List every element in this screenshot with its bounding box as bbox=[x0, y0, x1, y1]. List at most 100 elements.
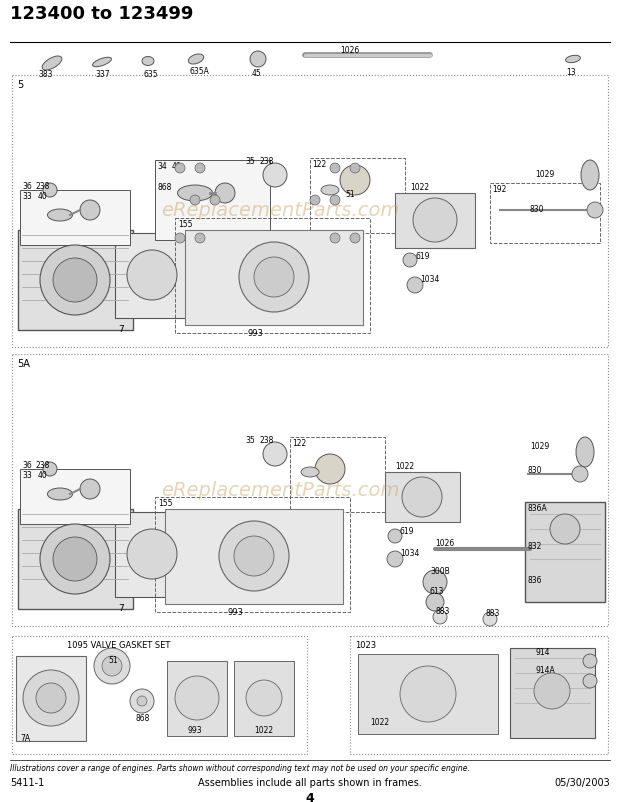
Circle shape bbox=[137, 696, 147, 706]
Text: 122: 122 bbox=[292, 439, 306, 448]
Bar bbox=[175, 218, 370, 333]
Circle shape bbox=[127, 529, 177, 579]
Circle shape bbox=[43, 183, 57, 197]
Bar bbox=[395, 193, 475, 248]
Ellipse shape bbox=[92, 57, 112, 67]
Text: 5411-1: 5411-1 bbox=[10, 778, 44, 788]
Text: 1026: 1026 bbox=[435, 539, 454, 548]
Text: 34: 34 bbox=[157, 162, 167, 171]
Text: 337: 337 bbox=[95, 70, 110, 79]
Circle shape bbox=[94, 648, 130, 684]
Text: 05/30/2003: 05/30/2003 bbox=[554, 778, 610, 788]
Text: 993: 993 bbox=[228, 608, 244, 617]
Ellipse shape bbox=[576, 437, 594, 467]
Text: 238: 238 bbox=[260, 436, 275, 445]
Text: Illustrations cover a range of engines. Parts shown without corresponding text m: Illustrations cover a range of engines. … bbox=[10, 764, 470, 773]
Circle shape bbox=[234, 536, 274, 576]
Ellipse shape bbox=[48, 488, 73, 500]
Bar bbox=[155, 160, 270, 240]
Circle shape bbox=[80, 479, 100, 499]
Circle shape bbox=[583, 654, 597, 668]
Text: 238: 238 bbox=[35, 461, 50, 470]
Circle shape bbox=[127, 250, 177, 300]
Text: 40: 40 bbox=[38, 471, 48, 480]
Text: 51: 51 bbox=[108, 656, 118, 665]
Text: 836: 836 bbox=[528, 576, 542, 585]
Text: 13: 13 bbox=[566, 68, 575, 77]
Circle shape bbox=[423, 570, 447, 594]
Text: 36: 36 bbox=[22, 182, 32, 191]
Ellipse shape bbox=[142, 56, 154, 66]
Bar bbox=[20, 190, 130, 245]
Text: 40: 40 bbox=[172, 162, 182, 171]
Bar bbox=[115, 233, 190, 318]
Bar bbox=[350, 636, 608, 754]
Text: Assemblies include all parts shown in frames.: Assemblies include all parts shown in fr… bbox=[198, 778, 422, 788]
Circle shape bbox=[53, 537, 97, 581]
Bar bbox=[16, 656, 86, 741]
Ellipse shape bbox=[321, 185, 339, 195]
Text: 1026: 1026 bbox=[340, 46, 359, 55]
Ellipse shape bbox=[301, 467, 319, 477]
Circle shape bbox=[587, 202, 603, 218]
Circle shape bbox=[53, 258, 97, 302]
Circle shape bbox=[572, 466, 588, 482]
Circle shape bbox=[215, 183, 235, 203]
Text: 155: 155 bbox=[178, 220, 192, 229]
Ellipse shape bbox=[177, 185, 213, 201]
Circle shape bbox=[175, 233, 185, 243]
Bar bbox=[167, 661, 227, 736]
Circle shape bbox=[315, 454, 345, 484]
Bar bbox=[185, 230, 363, 325]
Text: 5: 5 bbox=[17, 80, 24, 90]
Text: 914A: 914A bbox=[535, 666, 555, 675]
Text: 7: 7 bbox=[118, 325, 124, 334]
Text: 123400 to 123499: 123400 to 123499 bbox=[10, 5, 193, 23]
Text: 883: 883 bbox=[435, 607, 449, 616]
Text: 35: 35 bbox=[245, 436, 255, 445]
Bar bbox=[165, 509, 343, 604]
Circle shape bbox=[43, 462, 57, 476]
Ellipse shape bbox=[48, 209, 73, 221]
Circle shape bbox=[195, 233, 205, 243]
Ellipse shape bbox=[42, 56, 62, 70]
Bar bbox=[12, 354, 608, 626]
Circle shape bbox=[407, 277, 423, 293]
Circle shape bbox=[102, 656, 122, 676]
Text: 51: 51 bbox=[345, 190, 355, 199]
Circle shape bbox=[175, 676, 219, 720]
Circle shape bbox=[350, 163, 360, 173]
Text: 1034: 1034 bbox=[420, 275, 440, 284]
Text: 36: 36 bbox=[22, 461, 32, 470]
Text: 300B: 300B bbox=[430, 567, 450, 576]
Text: 868: 868 bbox=[157, 183, 171, 192]
Text: 383: 383 bbox=[38, 70, 53, 79]
Bar bbox=[20, 469, 130, 524]
Text: 1022: 1022 bbox=[254, 726, 273, 735]
Circle shape bbox=[483, 612, 497, 626]
Circle shape bbox=[550, 514, 580, 544]
Circle shape bbox=[250, 51, 266, 67]
Circle shape bbox=[246, 680, 282, 716]
Circle shape bbox=[175, 163, 185, 173]
Ellipse shape bbox=[188, 54, 204, 64]
Circle shape bbox=[263, 442, 287, 466]
Text: 868: 868 bbox=[135, 714, 149, 723]
Text: eReplacementParts.com: eReplacementParts.com bbox=[161, 480, 399, 500]
Text: 1029: 1029 bbox=[530, 442, 549, 451]
Text: 122: 122 bbox=[312, 160, 326, 169]
Circle shape bbox=[330, 163, 340, 173]
Circle shape bbox=[583, 674, 597, 688]
Circle shape bbox=[130, 689, 154, 713]
Text: 830: 830 bbox=[530, 205, 544, 214]
Text: 619: 619 bbox=[415, 252, 430, 261]
Bar bbox=[12, 75, 608, 347]
Text: 1022: 1022 bbox=[410, 183, 429, 192]
Circle shape bbox=[402, 477, 442, 517]
Text: 7: 7 bbox=[118, 604, 124, 613]
Text: 883: 883 bbox=[485, 609, 499, 618]
Text: 832: 832 bbox=[528, 542, 542, 551]
Circle shape bbox=[387, 551, 403, 567]
Bar bbox=[358, 654, 498, 734]
Text: 1022: 1022 bbox=[370, 718, 389, 727]
